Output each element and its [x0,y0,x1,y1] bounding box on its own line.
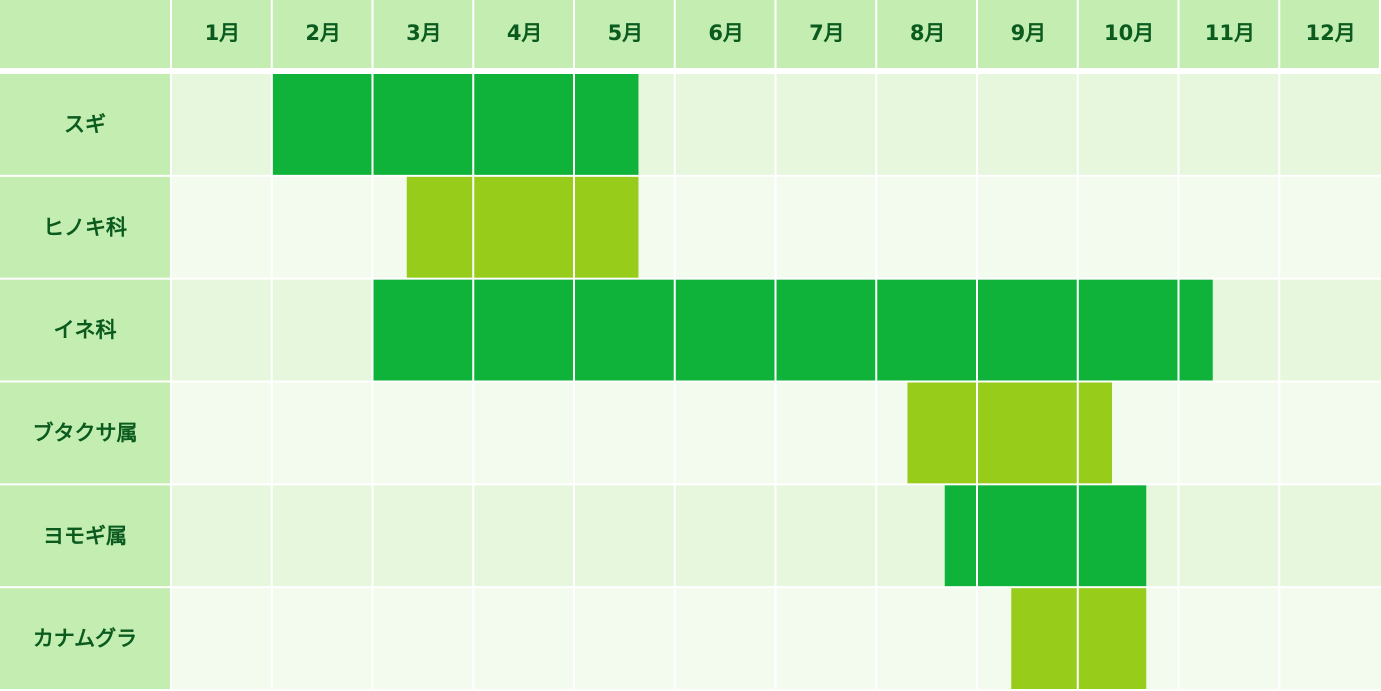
header-cell [1280,0,1379,68]
header-cell [776,0,876,68]
month-label: 6月 [708,21,744,45]
row-label: ヒノキ科 [43,215,127,239]
row-label: スギ [64,112,106,136]
month-label: 5月 [608,21,644,45]
row-label: ブタクサ属 [33,421,138,445]
header-cell [474,0,573,68]
row-label: カナムグラ [33,627,137,651]
month-label: 8月 [910,21,946,45]
header-cell [675,0,775,68]
row-label-cell [0,588,170,689]
row-label-cell [0,382,170,484]
pollen-bar [944,485,1147,587]
month-label: 11月 [1205,21,1255,45]
row-label: イネ科 [54,318,117,342]
pollen-bar [373,279,1213,381]
row-label-cell [0,485,170,587]
header-cell [272,0,372,68]
header-cell [1179,0,1279,68]
header-cell [978,0,1077,68]
header-cell [1078,0,1178,68]
month-label: 1月 [205,21,241,45]
month-label: 7月 [809,21,845,45]
pollen-bar [406,176,639,278]
row-label-cell [0,74,170,175]
month-label: 10月 [1104,21,1154,45]
header-cell [373,0,473,68]
month-label: 4月 [507,21,543,45]
row-label: ヨモギ属 [43,524,127,548]
header-corner [0,0,170,68]
row-label-cell [0,279,170,381]
month-label: 2月 [305,21,341,45]
pollen-bar [272,74,639,175]
row-label-cell [0,176,170,278]
month-label: 9月 [1011,21,1047,45]
month-label: 3月 [406,21,442,45]
header-cell [172,0,271,68]
month-label: 12月 [1306,21,1356,45]
header-cell [877,0,976,68]
pollen-bar [907,382,1112,484]
header-cell [575,0,674,68]
